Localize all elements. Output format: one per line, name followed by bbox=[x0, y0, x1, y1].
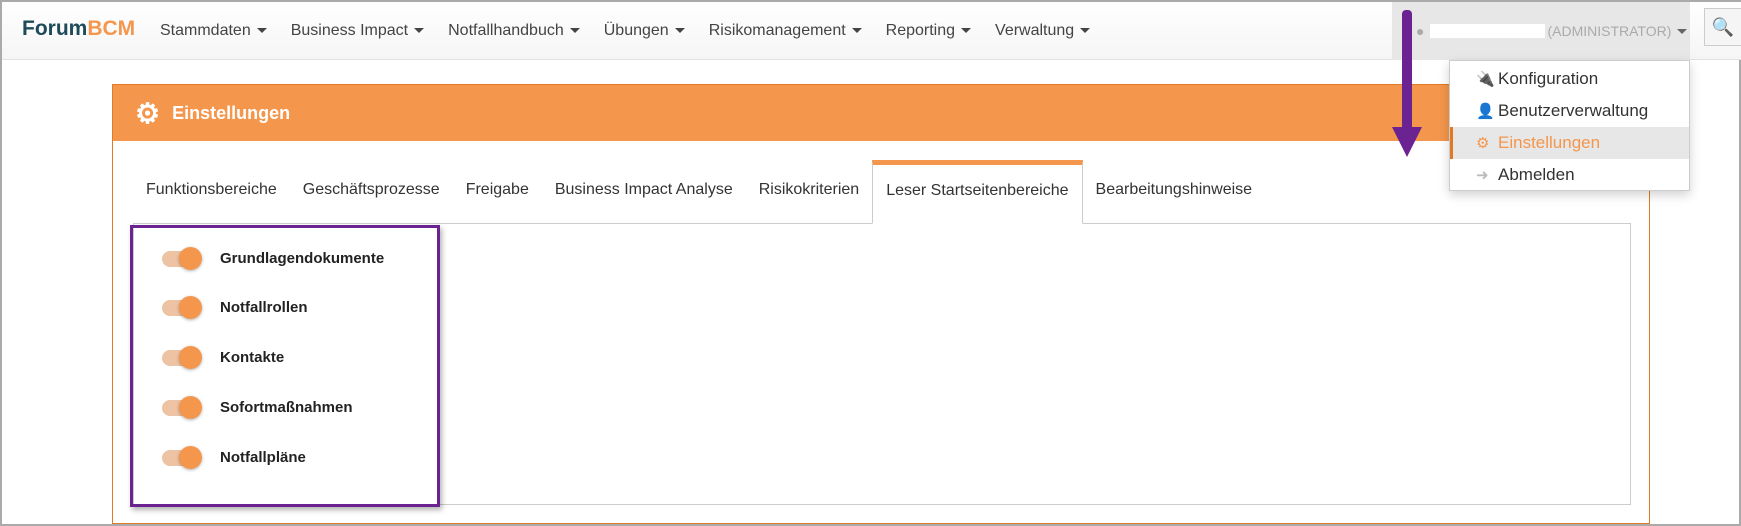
toggle-row: Grundlagendokumente bbox=[162, 246, 384, 270]
nav-business-impact[interactable]: Business Impact bbox=[291, 22, 425, 40]
search-icon: 🔍 bbox=[1711, 17, 1735, 37]
toggle-notfallplaene[interactable] bbox=[162, 445, 202, 469]
tab-funktionsbereiche[interactable]: Funktionsbereiche bbox=[146, 181, 277, 198]
toggle-row: Kontakte bbox=[162, 345, 284, 369]
nav-uebungen[interactable]: Übungen bbox=[604, 22, 685, 40]
tab-geschaeftsprozesse[interactable]: Geschäftsprozesse bbox=[302, 181, 440, 198]
toggle-kontakte[interactable] bbox=[162, 345, 202, 369]
brand-logo[interactable]: ForumBCM bbox=[22, 17, 136, 40]
menu-item-konfiguration[interactable]: 🔌 Konfiguration bbox=[1476, 69, 1599, 88]
toggle-sofortmassnahmen[interactable] bbox=[162, 395, 202, 419]
nav-notfallhandbuch[interactable]: Notfallhandbuch bbox=[448, 22, 580, 40]
menu-item-einstellungen[interactable]: ⚙ Einstellungen bbox=[1450, 127, 1689, 159]
toggle-notfallrollen[interactable] bbox=[162, 295, 202, 319]
toggle-grundlagendokumente[interactable] bbox=[162, 246, 202, 270]
plug-icon: 🔌 bbox=[1476, 71, 1495, 88]
user-menu-toggle[interactable]: ● (ADMINISTRATOR) bbox=[1392, 2, 1690, 60]
gear-icon: ⚙ bbox=[135, 97, 161, 129]
panel-title: Einstellungen bbox=[172, 102, 291, 123]
top-navbar: ForumBCM Stammdaten Business Impact Notf… bbox=[2, 2, 1741, 60]
tab-risikokriterien[interactable]: Risikokriterien bbox=[758, 181, 860, 198]
user-icon: ● bbox=[1416, 23, 1425, 39]
toggle-row: Sofortmaßnahmen bbox=[162, 395, 353, 419]
caret-down-icon bbox=[1677, 28, 1688, 34]
tab-leser-startseitenbereiche[interactable]: Leser Startseitenbereiche bbox=[872, 160, 1083, 224]
search-button[interactable]: 🔍 bbox=[1704, 8, 1741, 46]
tab-freigabe[interactable]: Freigabe bbox=[465, 181, 529, 198]
user-tie-icon: 👤 bbox=[1476, 103, 1495, 120]
menu-item-benutzerverwaltung[interactable]: 👤 Benutzerverwaltung bbox=[1476, 101, 1649, 120]
nav-risikomanagement[interactable]: Risikomanagement bbox=[709, 22, 862, 40]
toggle-row: Notfallpläne bbox=[162, 445, 306, 469]
main-menu: Stammdaten Business Impact Notfallhandbu… bbox=[160, 2, 1114, 60]
toggle-row: Notfallrollen bbox=[162, 295, 308, 319]
nav-verwaltung[interactable]: Verwaltung bbox=[995, 22, 1091, 40]
redacted-username bbox=[1430, 24, 1546, 38]
annotation-arrow bbox=[1402, 10, 1412, 132]
tab-bearbeitungshinweise[interactable]: Bearbeitungshinweise bbox=[1095, 181, 1253, 198]
menu-item-abmelden[interactable]: ➜ Abmelden bbox=[1476, 165, 1575, 184]
sign-out-icon: ➜ bbox=[1476, 167, 1489, 184]
tab-bar: Funktionsbereiche Geschäftsprozesse Frei… bbox=[133, 160, 1265, 224]
nav-reporting[interactable]: Reporting bbox=[886, 22, 972, 40]
annotation-highlight-box bbox=[130, 225, 440, 507]
user-dropdown-menu: 🔌 Konfiguration 👤 Benutzerverwaltung ⚙ Eins… bbox=[1449, 60, 1690, 191]
tab-business-impact-analyse[interactable]: Business Impact Analyse bbox=[554, 181, 733, 198]
nav-stammdaten[interactable]: Stammdaten bbox=[160, 22, 267, 40]
annotation-arrowhead bbox=[1392, 127, 1422, 157]
gear-icon: ⚙ bbox=[1476, 135, 1490, 152]
